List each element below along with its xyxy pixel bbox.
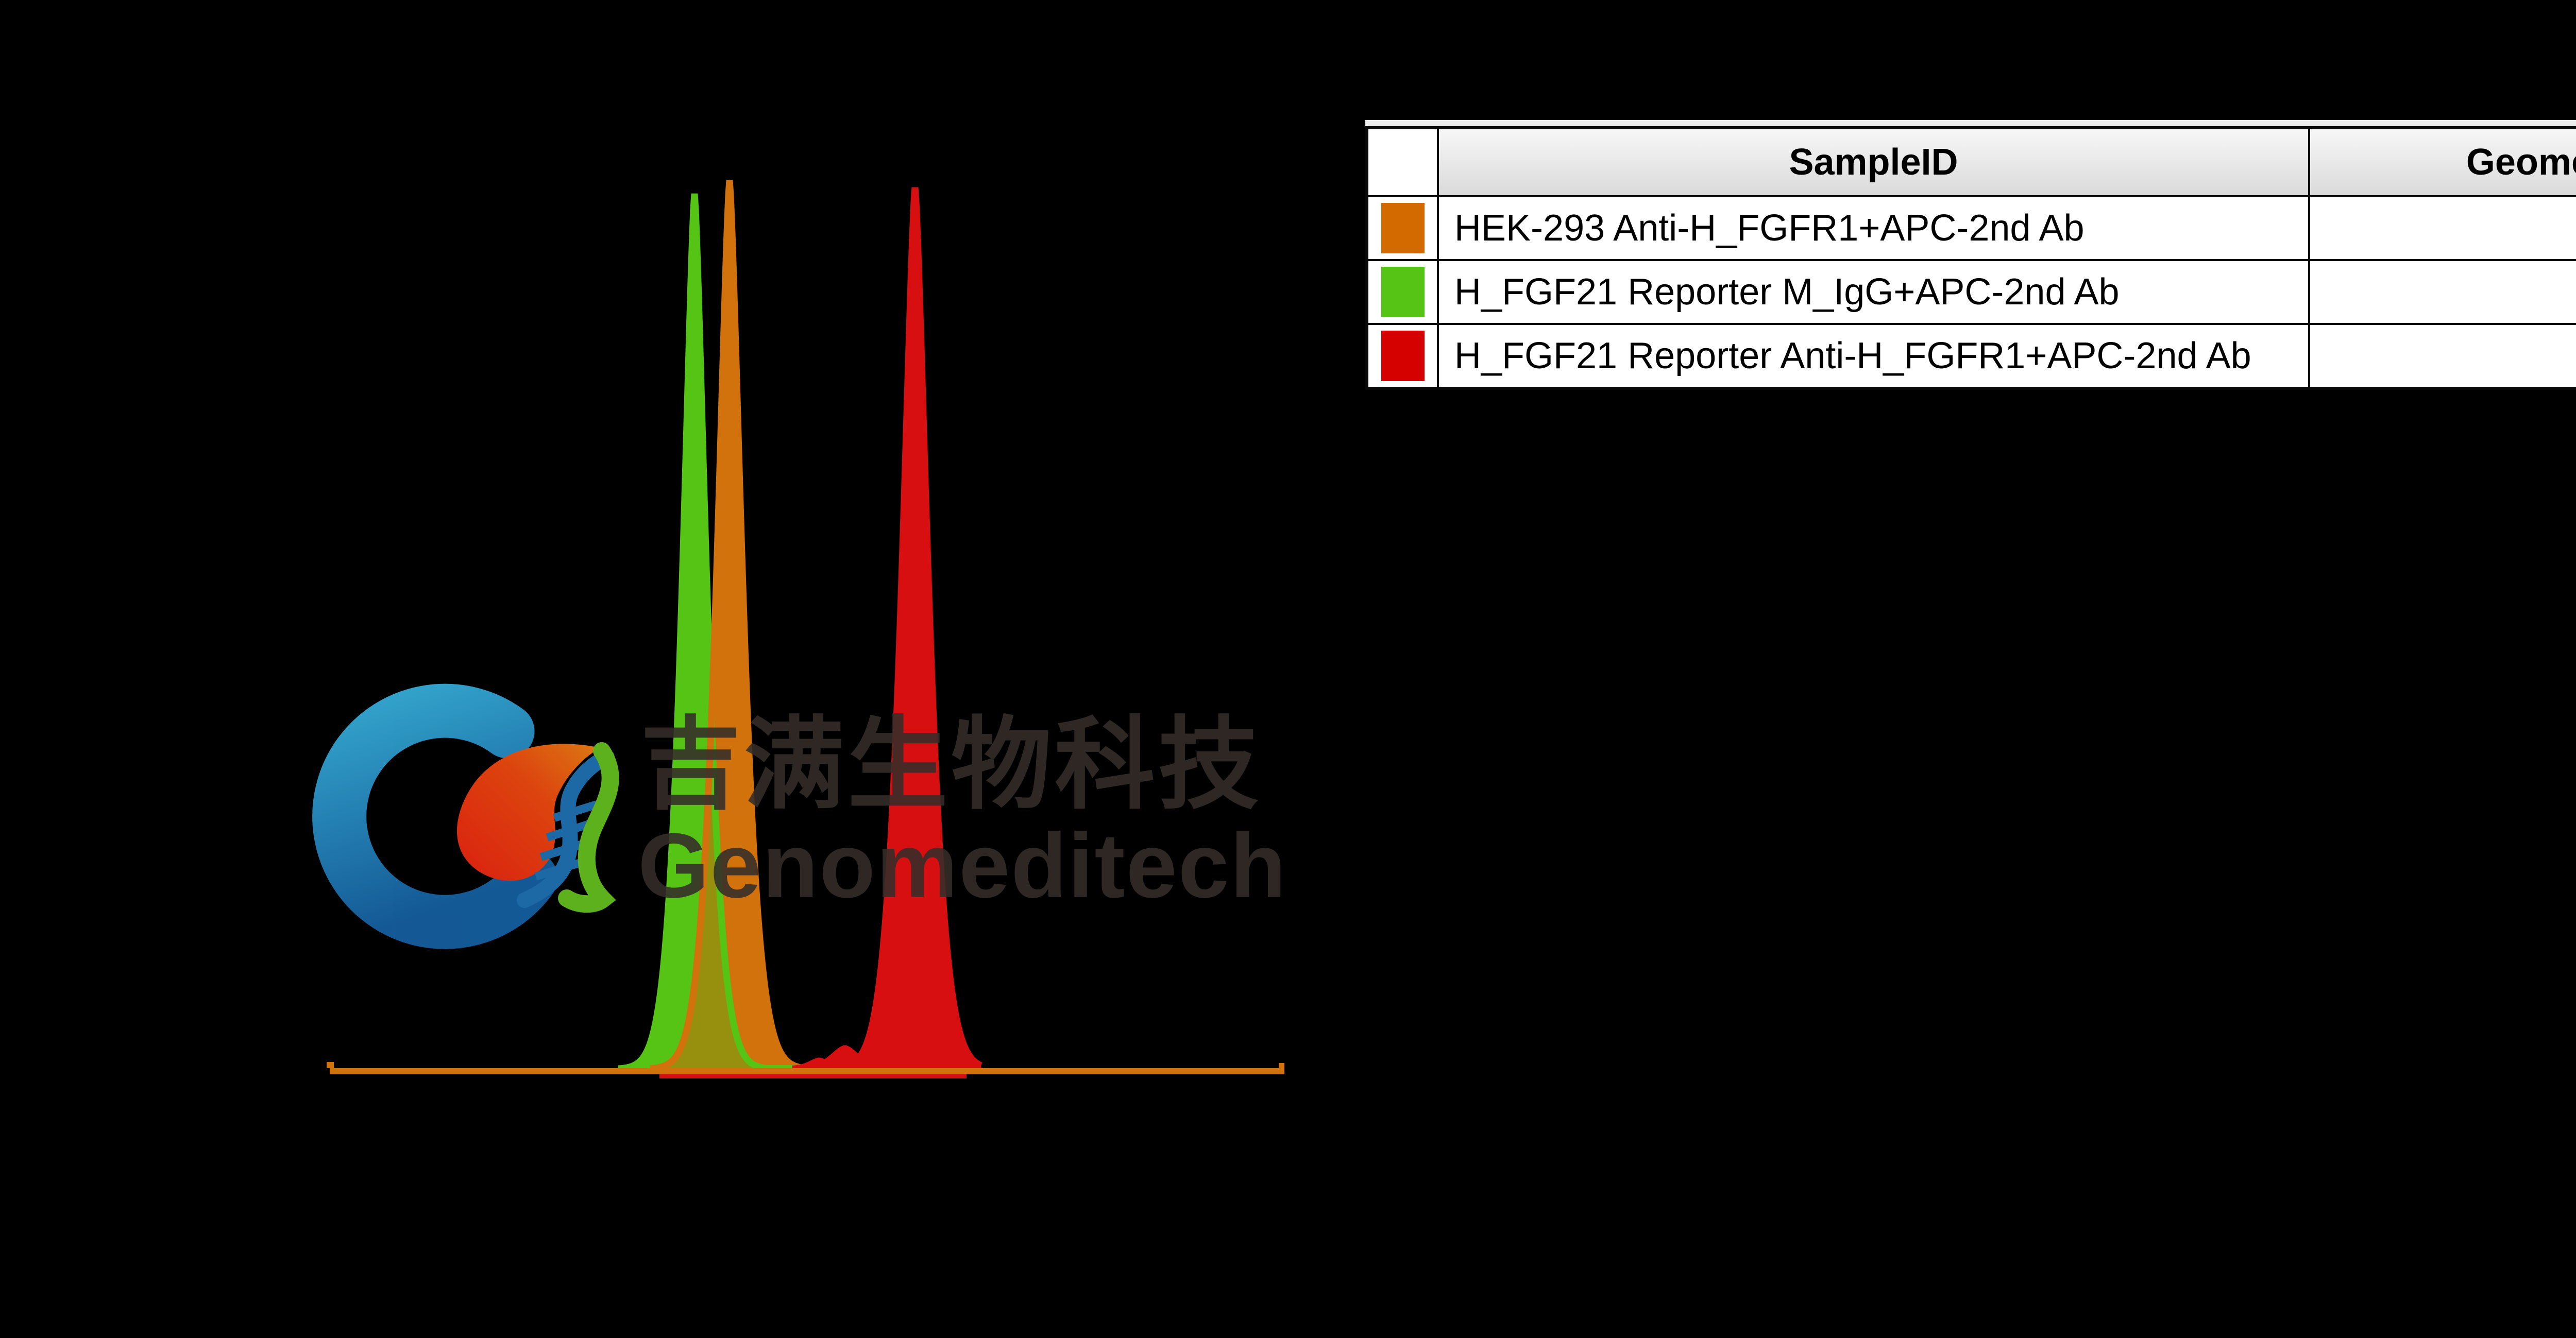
legend-table-grid: SampleID Geometric Mean : FL11-H HEK-293… bbox=[1365, 126, 2576, 390]
red-series-swatch bbox=[1381, 331, 1425, 381]
red-histogram-outline bbox=[792, 187, 982, 1072]
geometric-mean-value: 2199 bbox=[2310, 197, 2576, 259]
green-baseline-trace bbox=[761, 1065, 804, 1070]
x-axis-line bbox=[330, 1068, 1284, 1074]
genomeditech-logo-icon bbox=[312, 683, 619, 949]
logo-green-ribbon bbox=[558, 742, 619, 913]
sample-name: H_FGF21 Reporter Anti-H_FGFR1+APC-2nd Ab bbox=[1439, 325, 2308, 387]
table-top-highlight bbox=[1365, 120, 2576, 126]
column-header-sampleid: SampleID bbox=[1439, 129, 2308, 195]
histogram-curves bbox=[327, 180, 1284, 1078]
genomeditech-watermark: 吉满生物科技 Genomeditech bbox=[312, 683, 1287, 949]
table-row-swatch bbox=[1368, 325, 1437, 387]
x-axis-right-tick bbox=[1279, 1063, 1284, 1068]
geometric-mean-value: 1213 bbox=[2310, 261, 2576, 323]
green-orange-overlap-region bbox=[646, 729, 773, 1069]
watermark-chinese: 吉满生物科技 bbox=[640, 709, 1262, 821]
logo-dna-strand bbox=[517, 749, 615, 908]
green-histogram-outline bbox=[618, 193, 770, 1072]
x-axis-left-tick bbox=[327, 1062, 334, 1068]
sample-name: H_FGF21 Reporter M_IgG+APC-2nd Ab bbox=[1439, 261, 2308, 323]
table-row-swatch bbox=[1368, 197, 1437, 259]
sample-name: HEK-293 Anti-H_FGFR1+APC-2nd Ab bbox=[1439, 197, 2308, 259]
orange-histogram-fill bbox=[650, 180, 807, 1069]
table-row-swatch bbox=[1368, 261, 1437, 323]
orange-series-swatch bbox=[1381, 203, 1425, 253]
logo-blue-swirl bbox=[312, 683, 558, 949]
red-baseline-trace bbox=[659, 1074, 967, 1078]
watermark-english: Genomeditech bbox=[638, 814, 1287, 917]
table-corner-cell bbox=[1368, 129, 1437, 195]
green-series-swatch bbox=[1381, 267, 1425, 317]
logo-flame bbox=[456, 744, 600, 881]
green-histogram-fill bbox=[618, 194, 770, 1069]
orange-histogram-outline bbox=[650, 180, 807, 1072]
legend-table: SampleID Geometric Mean : FL11-H HEK-293… bbox=[1365, 120, 2576, 390]
column-header-geomean: Geometric Mean : FL11-H bbox=[2310, 129, 2576, 195]
red-histogram-fill bbox=[792, 187, 981, 1069]
geometric-mean-value: 71297 bbox=[2310, 325, 2576, 387]
